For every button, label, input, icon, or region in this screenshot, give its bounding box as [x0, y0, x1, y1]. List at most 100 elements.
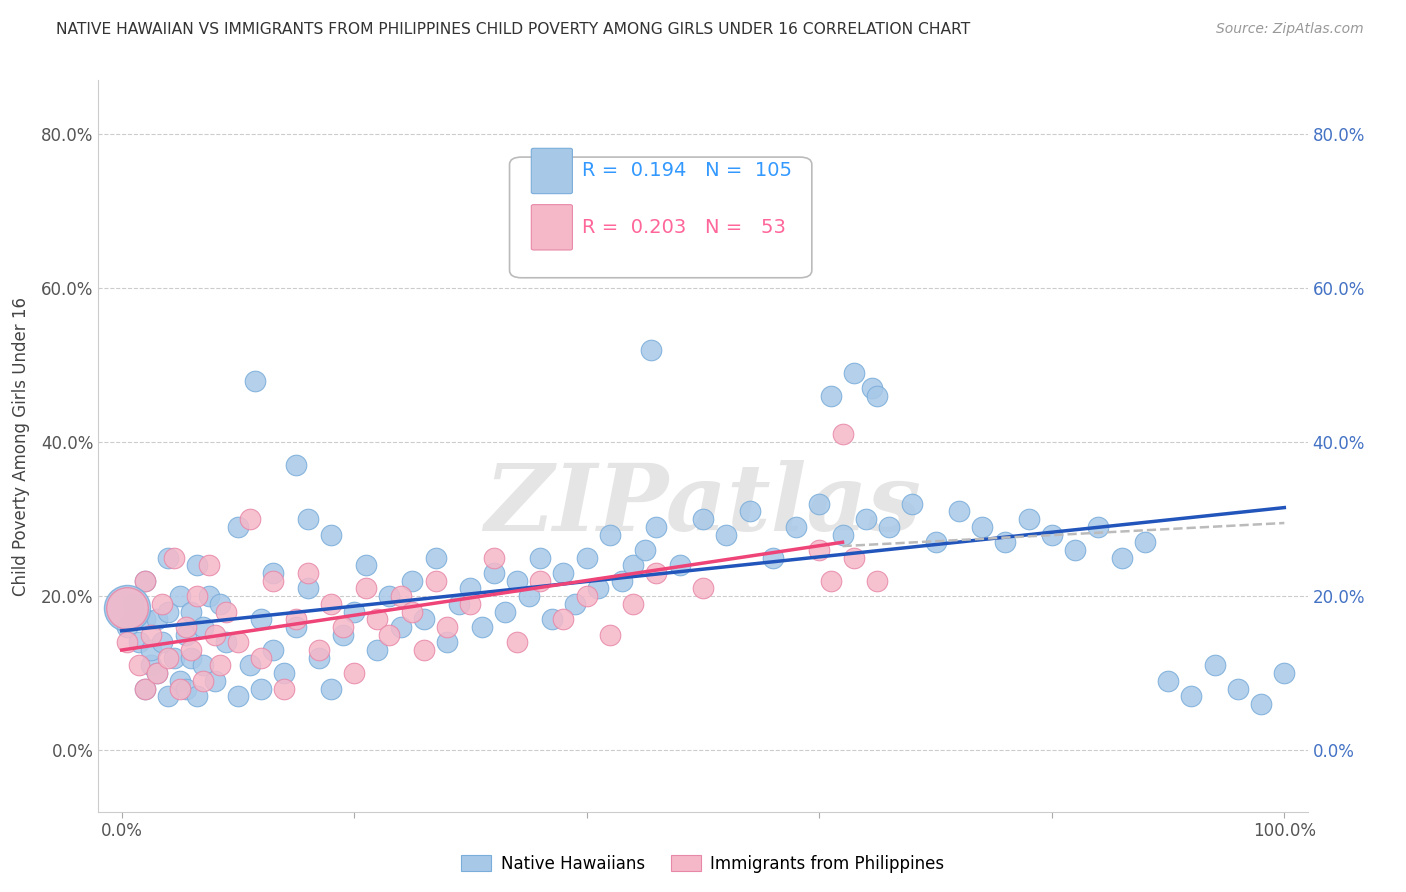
Point: [262, 566, 284, 580]
Point: [621, 558, 644, 573]
Point: [157, 650, 180, 665]
FancyBboxPatch shape: [531, 148, 572, 194]
Point: [599, 627, 621, 641]
Point: [180, 650, 202, 665]
Point: [1180, 690, 1202, 704]
Point: [262, 574, 284, 588]
Point: [128, 658, 150, 673]
Point: [1250, 697, 1272, 711]
Point: [319, 681, 342, 696]
Point: [785, 520, 807, 534]
Point: [297, 582, 319, 596]
Point: [553, 566, 575, 580]
Point: [575, 589, 598, 603]
Point: [204, 673, 226, 688]
Point: [610, 574, 633, 588]
Point: [621, 597, 644, 611]
Point: [924, 535, 946, 549]
Point: [139, 658, 162, 673]
Point: [250, 681, 273, 696]
Point: [169, 589, 191, 603]
Point: [239, 658, 262, 673]
Point: [308, 650, 330, 665]
Point: [128, 635, 150, 649]
Point: [401, 574, 423, 588]
Point: [668, 558, 690, 573]
Point: [564, 597, 586, 611]
Point: [215, 605, 238, 619]
Point: [117, 620, 139, 634]
Point: [645, 566, 668, 580]
Point: [145, 612, 167, 626]
Point: [413, 612, 436, 626]
Point: [389, 589, 412, 603]
Point: [540, 612, 562, 626]
Point: [482, 566, 505, 580]
Point: [226, 635, 249, 649]
Point: [191, 658, 214, 673]
Point: [250, 612, 273, 626]
Point: [494, 605, 516, 619]
Point: [844, 366, 866, 380]
Point: [447, 597, 470, 611]
FancyBboxPatch shape: [531, 204, 572, 250]
Point: [285, 458, 308, 473]
Point: [471, 620, 494, 634]
Point: [354, 582, 377, 596]
Point: [191, 673, 214, 688]
Point: [413, 643, 436, 657]
Point: [215, 635, 238, 649]
Point: [482, 550, 505, 565]
Point: [343, 605, 366, 619]
Point: [117, 600, 139, 615]
Point: [139, 627, 162, 641]
Point: [145, 666, 167, 681]
Point: [174, 627, 197, 641]
Point: [599, 527, 621, 541]
Point: [163, 650, 186, 665]
Point: [332, 620, 354, 634]
Point: [174, 681, 197, 696]
Point: [174, 620, 197, 634]
Point: [134, 574, 156, 588]
Point: [460, 582, 482, 596]
Point: [180, 643, 202, 657]
Point: [319, 527, 342, 541]
Point: [460, 597, 482, 611]
Point: [343, 666, 366, 681]
Point: [122, 597, 145, 611]
Point: [692, 512, 714, 526]
Point: [157, 605, 180, 619]
Point: [634, 543, 657, 558]
Point: [901, 497, 924, 511]
Text: R =  0.203   N =   53: R = 0.203 N = 53: [582, 218, 786, 236]
Point: [186, 690, 208, 704]
Point: [529, 550, 551, 565]
Point: [297, 566, 319, 580]
Point: [117, 600, 139, 615]
Point: [169, 681, 191, 696]
Point: [226, 520, 249, 534]
Point: [308, 643, 330, 657]
Point: [150, 597, 173, 611]
FancyBboxPatch shape: [509, 157, 811, 277]
Point: [285, 620, 308, 634]
Point: [332, 627, 354, 641]
Point: [529, 574, 551, 588]
Point: [866, 389, 889, 403]
Point: [319, 597, 342, 611]
Point: [425, 550, 447, 565]
Point: [1040, 527, 1063, 541]
Point: [285, 612, 308, 626]
Point: [389, 620, 412, 634]
Point: [366, 612, 388, 626]
Point: [575, 550, 598, 565]
Point: [738, 504, 761, 518]
Point: [645, 520, 668, 534]
Point: [186, 589, 208, 603]
Point: [378, 627, 401, 641]
Point: [866, 574, 889, 588]
Point: [692, 582, 714, 596]
Text: NATIVE HAWAIIAN VS IMMIGRANTS FROM PHILIPPINES CHILD POVERTY AMONG GIRLS UNDER 1: NATIVE HAWAIIAN VS IMMIGRANTS FROM PHILI…: [56, 22, 970, 37]
Point: [1226, 681, 1249, 696]
